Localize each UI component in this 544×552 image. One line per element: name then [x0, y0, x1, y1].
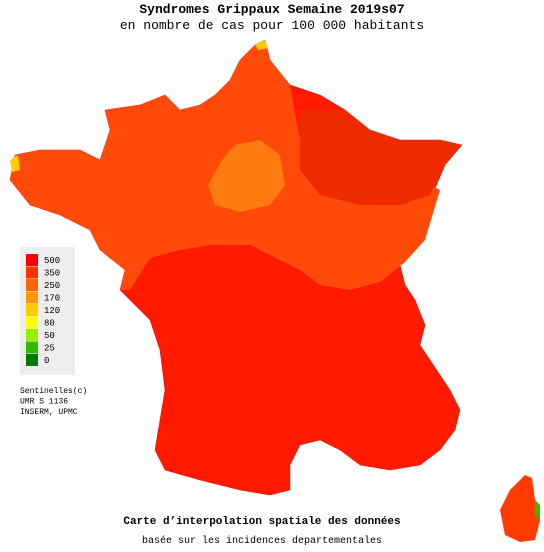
legend-label: 350	[44, 269, 60, 279]
legend-swatch	[26, 291, 38, 304]
footer-subtitle: basée sur les incidences departementales	[142, 535, 382, 547]
legend-swatch	[26, 354, 38, 366]
legend-swatch	[26, 254, 38, 266]
corsica-coast	[535, 500, 540, 520]
legend-label: 50	[44, 331, 55, 341]
credit-line: INSERM, UPMC	[20, 408, 78, 417]
coast-highlight	[255, 40, 268, 50]
footer-title: Carte d’interpolation spatiale des donné…	[123, 516, 400, 528]
map-subtitle: en nombre de cas pour 100 000 habitants	[120, 18, 424, 33]
credit-line: Sentinelles(c)	[20, 387, 87, 396]
france-map	[9, 39, 540, 542]
region-east	[300, 110, 462, 205]
legend-label: 0	[44, 356, 49, 366]
legend-label: 170	[44, 294, 60, 304]
legend-swatch	[26, 304, 38, 316]
legend-label: 120	[44, 306, 60, 316]
credit-line: UMR S 1136	[20, 398, 68, 407]
legend-label: 500	[44, 256, 60, 266]
legend-swatch	[26, 341, 38, 354]
corsica	[500, 475, 540, 542]
legend-swatch	[26, 279, 38, 291]
legend-swatch	[26, 329, 38, 341]
legend-label: 80	[44, 319, 55, 329]
coast-highlight	[10, 155, 20, 172]
map-title: Syndromes Grippaux Semaine 2019s07	[139, 2, 404, 17]
legend-swatch	[26, 266, 38, 279]
legend-swatch	[26, 316, 38, 329]
legend-label: 25	[44, 344, 55, 354]
legend-label: 250	[44, 281, 60, 291]
region-paris	[208, 140, 285, 212]
